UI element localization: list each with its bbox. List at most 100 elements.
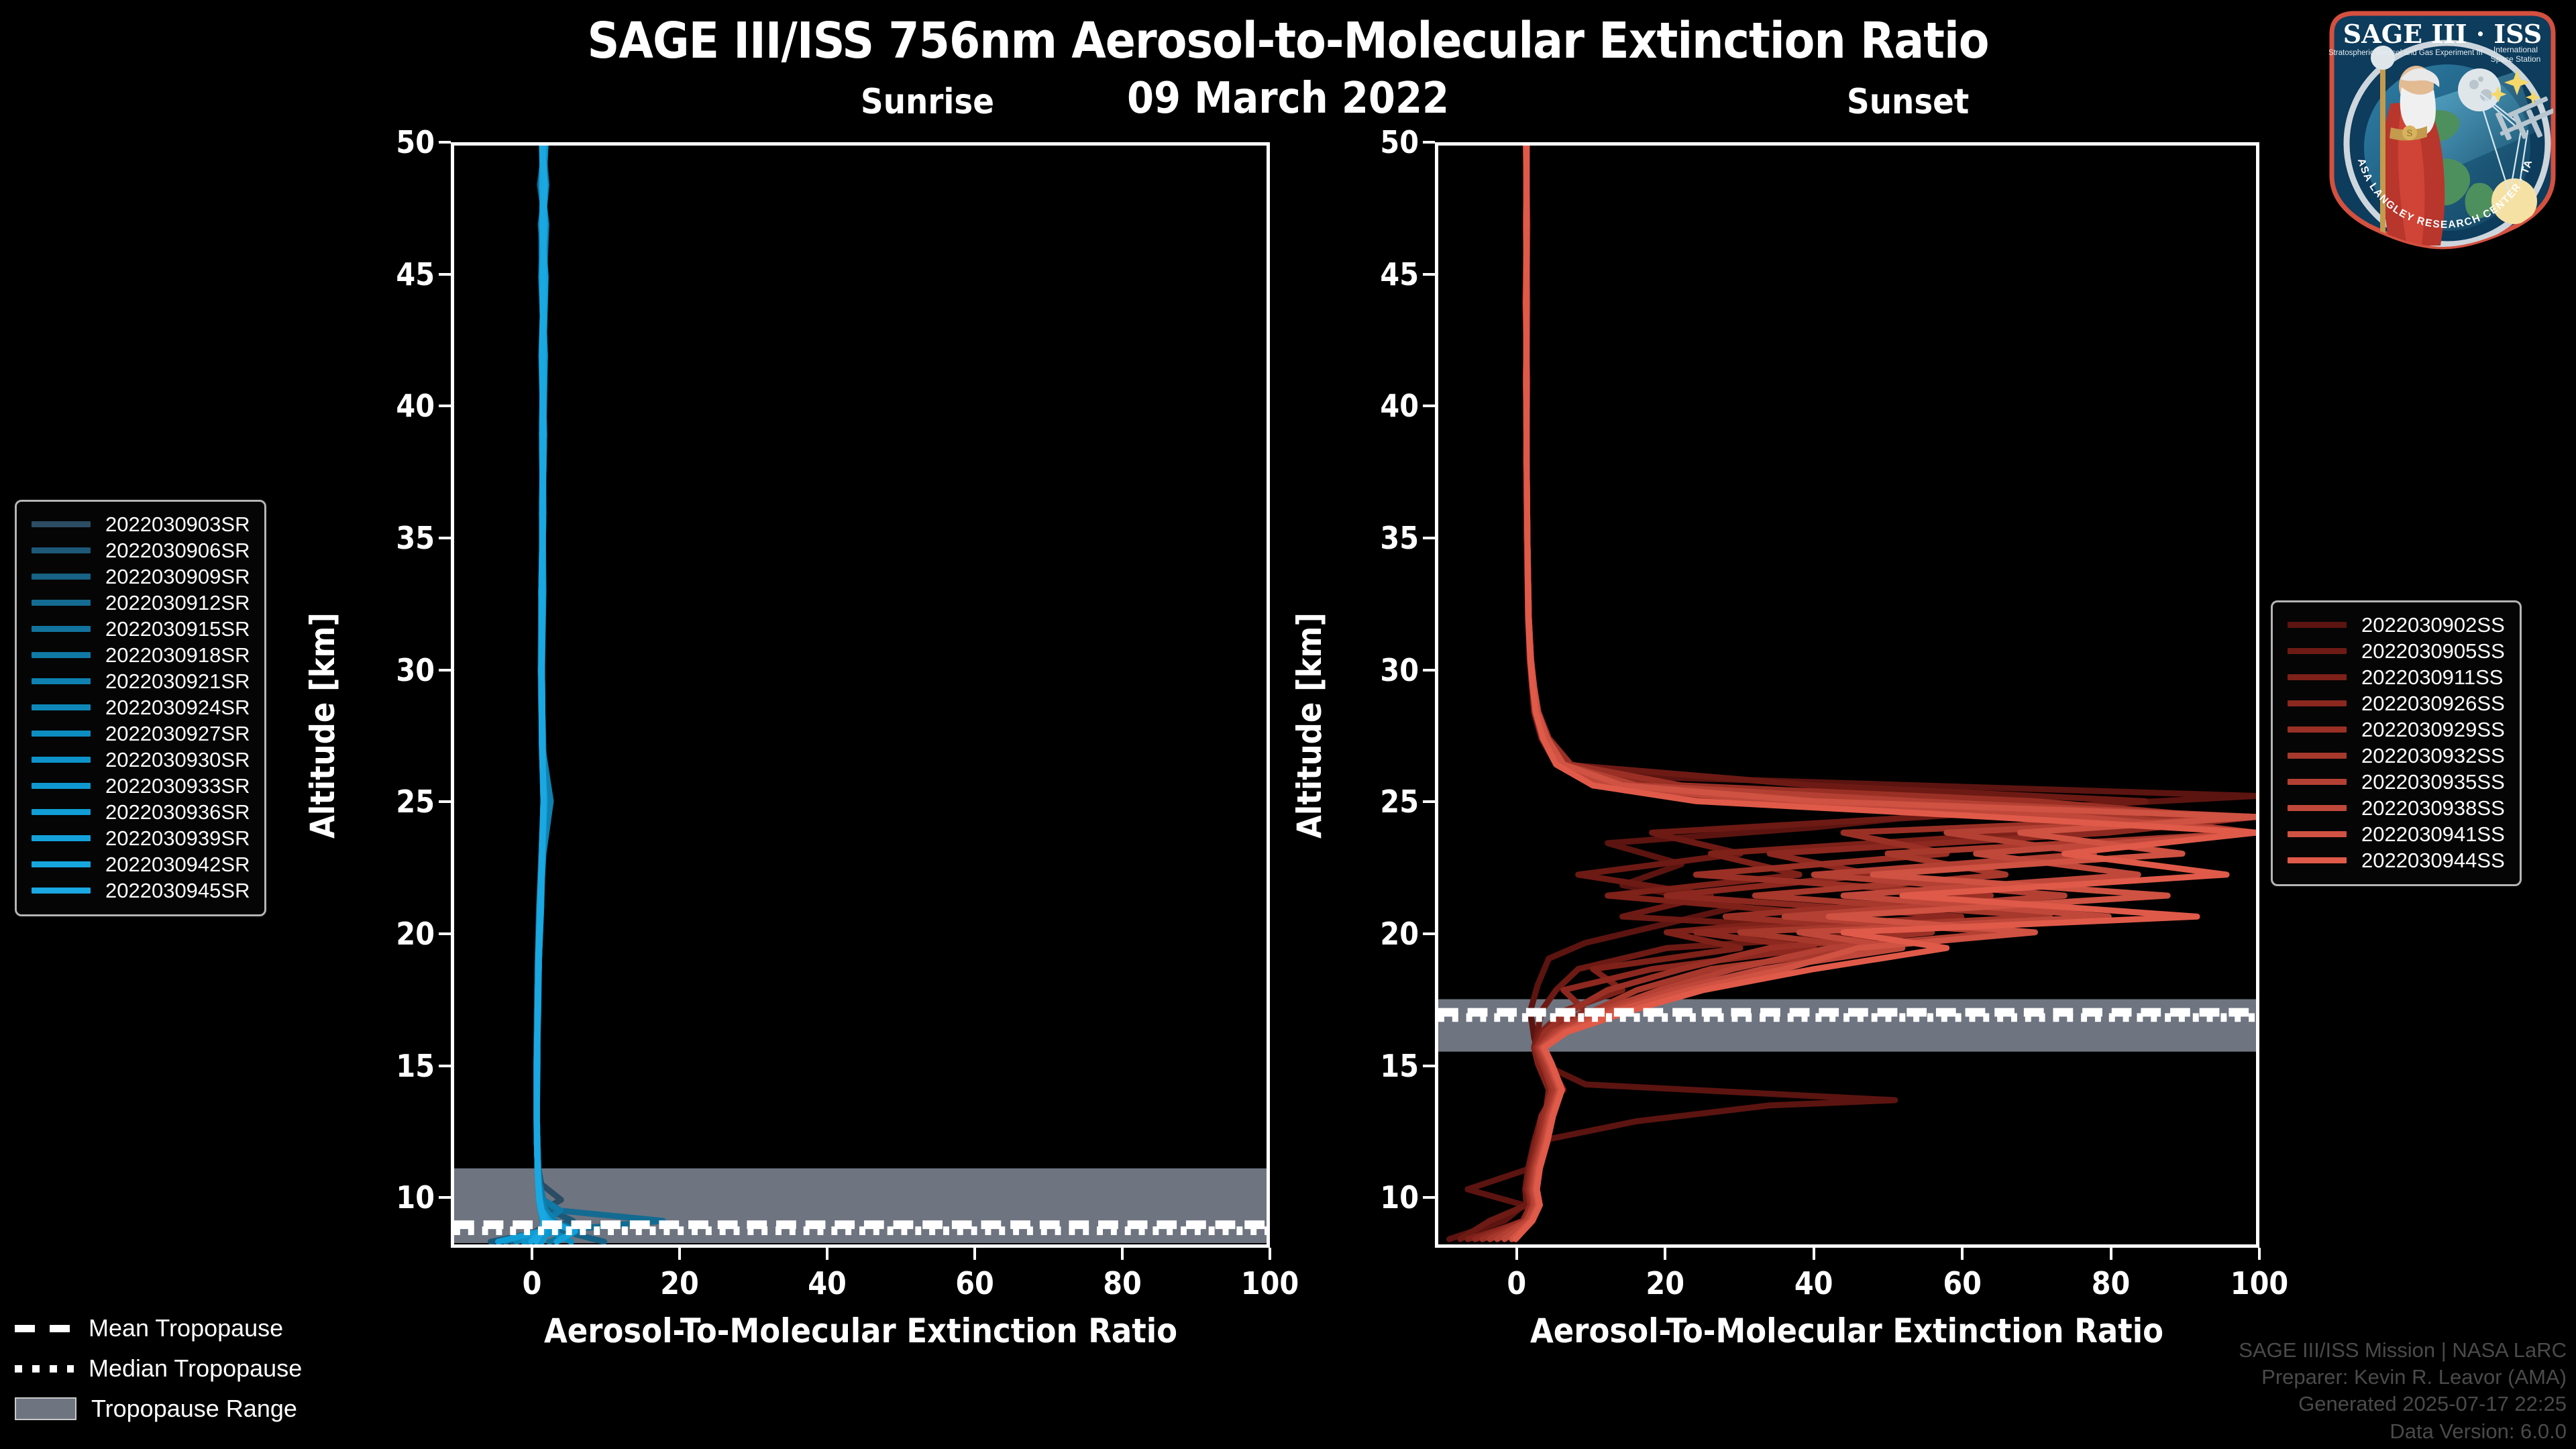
sunrise-legend-item[interactable]: 2022030927SR	[32, 720, 250, 747]
dotted-line-icon	[15, 1364, 74, 1373]
series-color-swatch-icon	[2288, 831, 2347, 837]
svg-text:Space Station: Space Station	[2491, 54, 2541, 64]
sunset-y-tick-label: 40	[1380, 388, 1419, 425]
series-line	[1479, 146, 2222, 1242]
sunset-legend-item[interactable]: 2022030926SS	[2288, 690, 2505, 716]
sunset-legend-label: 2022030941SS	[2361, 822, 2505, 846]
legend-item-tropopause-range: Tropopause Range	[15, 1389, 302, 1429]
series-color-swatch-icon	[32, 626, 91, 632]
series-line	[1472, 146, 2256, 1242]
series-color-swatch-icon	[32, 861, 91, 867]
sunrise-legend-item[interactable]: 2022030924SR	[32, 694, 250, 720]
sunset-x-tick-label: 0	[1507, 1265, 1527, 1301]
sunset-y-tick-mark	[1423, 141, 1435, 144]
credits-block: SAGE III/ISS Mission | NASA LaRC Prepare…	[2239, 1337, 2567, 1445]
sunrise-legend-item[interactable]: 2022030939SR	[32, 825, 250, 851]
sunset-legend-label: 2022030929SS	[2361, 717, 2505, 741]
legend-item-mean-tropopause: Mean Tropopause	[15, 1308, 302, 1348]
sunrise-x-tick-mark	[1269, 1248, 1271, 1260]
sunrise-legend-item[interactable]: 2022030912SR	[32, 590, 250, 616]
sunrise-legend-item[interactable]: 2022030930SR	[32, 747, 250, 773]
sunrise-y-axis-title: Altitude [km]	[303, 612, 342, 839]
sunset-x-tick-mark	[1812, 1248, 1815, 1260]
sunset-legend-item[interactable]: 2022030941SS	[2288, 821, 2505, 847]
series-color-swatch-icon	[2288, 857, 2347, 863]
sunrise-legend-label: 2022030921SR	[105, 669, 250, 693]
sunset-x-tick-mark	[1515, 1248, 1518, 1260]
sunset-x-axis-title: Aerosol-To-Molecular Extinction Ratio	[1529, 1311, 2164, 1350]
series-color-swatch-icon	[32, 704, 91, 710]
sunrise-legend-item[interactable]: 2022030918SR	[32, 642, 250, 668]
series-color-swatch-icon	[32, 521, 91, 527]
series-color-swatch-icon	[32, 652, 91, 658]
sunrise-y-tick-mark	[439, 1196, 451, 1199]
sunrise-legend-item[interactable]: 2022030921SR	[32, 668, 250, 694]
sunset-legend-item[interactable]: 2022030935SS	[2288, 769, 2505, 795]
sunset-plot-area	[1435, 142, 2259, 1248]
sunset-x-tick-mark	[2109, 1248, 2112, 1260]
sunrise-x-tick-label: 20	[660, 1265, 699, 1301]
series-color-swatch-icon	[2288, 753, 2347, 759]
sunset-legend-item[interactable]: 2022030905SS	[2288, 638, 2505, 664]
sunrise-y-tick-mark	[439, 800, 451, 804]
series-color-swatch-icon	[32, 547, 91, 553]
series-color-swatch-icon	[32, 783, 91, 789]
sunset-legend-item[interactable]: 2022030944SS	[2288, 847, 2505, 873]
sunrise-legend-label: 2022030942SR	[105, 852, 250, 876]
sunset-legend-label: 2022030938SS	[2361, 796, 2505, 820]
sunrise-legend[interactable]: 2022030903SR 2022030906SR 2022030909SR 2022…	[15, 500, 267, 916]
series-line	[1494, 146, 2256, 1242]
sunset-x-tick-mark	[2258, 1248, 2261, 1260]
sunset-y-tick-label: 25	[1380, 784, 1419, 820]
sunrise-legend-item[interactable]: 2022030909SR	[32, 564, 250, 590]
sunrise-x-tick-label: 100	[1240, 1265, 1299, 1301]
sunset-legend-item[interactable]: 2022030911SS	[2288, 664, 2505, 690]
sunset-legend-label: 2022030935SS	[2361, 769, 2505, 794]
sunrise-y-tick-mark	[439, 668, 451, 672]
series-color-swatch-icon	[2288, 779, 2347, 785]
series-color-swatch-icon	[2288, 648, 2347, 654]
sunset-legend[interactable]: 2022030902SS 2022030905SS 2022030911SS 2022…	[2271, 600, 2522, 886]
sunrise-x-tick-label: 40	[808, 1265, 847, 1301]
series-line	[533, 146, 548, 1244]
series-color-swatch-icon	[32, 757, 91, 763]
sunrise-legend-item[interactable]: 2022030942SR	[32, 851, 250, 877]
sunset-y-tick-label: 50	[1380, 124, 1419, 160]
sunrise-y-tick-mark	[439, 536, 451, 539]
sunset-x-tick-label: 80	[2091, 1265, 2131, 1301]
sunrise-legend-item[interactable]: 2022030945SR	[32, 877, 250, 904]
sunrise-x-tick-mark	[973, 1248, 976, 1260]
sunrise-legend-label: 2022030924SR	[105, 695, 250, 719]
series-line	[1512, 146, 2256, 1242]
sunset-y-axis-title: Altitude [km]	[1290, 612, 1329, 839]
sunset-legend-item[interactable]: 2022030902SS	[2288, 612, 2505, 638]
sunrise-y-tick-label: 50	[396, 124, 435, 160]
sunset-legend-item[interactable]: 2022030929SS	[2288, 716, 2505, 743]
sunset-y-tick-mark	[1423, 800, 1435, 804]
sunset-legend-item[interactable]: 2022030932SS	[2288, 743, 2505, 769]
sunset-legend-label: 2022030932SS	[2361, 743, 2505, 767]
sunrise-x-tick-label: 80	[1103, 1265, 1142, 1301]
sunrise-legend-item[interactable]: 2022030915SR	[32, 616, 250, 642]
sunset-y-tick-label: 15	[1380, 1047, 1419, 1084]
sunset-y-tick-mark	[1423, 932, 1435, 935]
series-line	[1509, 146, 2256, 1242]
legend-label-mean-tropopause: Mean Tropopause	[89, 1314, 284, 1342]
sunrise-legend-item[interactable]: 2022030906SR	[32, 537, 250, 564]
sunrise-y-tick-mark	[439, 405, 451, 408]
sunrise-legend-label: 2022030918SR	[105, 643, 250, 667]
sunrise-legend-item[interactable]: 2022030903SR	[32, 511, 250, 537]
series-color-swatch-icon	[2288, 805, 2347, 811]
sunset-legend-label: 2022030944SS	[2361, 848, 2505, 872]
sunrise-legend-item[interactable]: 2022030933SR	[32, 773, 250, 799]
sunset-legend-label: 2022030902SS	[2361, 612, 2505, 637]
series-color-swatch-icon	[2288, 727, 2347, 733]
legend-label-median-tropopause: Median Tropopause	[89, 1354, 303, 1382]
sunrise-legend-label: 2022030903SR	[105, 512, 250, 536]
sunrise-y-tick-mark	[439, 1064, 451, 1067]
sunrise-legend-item[interactable]: 2022030936SR	[32, 799, 250, 825]
sunrise-legend-label: 2022030912SR	[105, 590, 250, 614]
sunrise-y-tick-label: 45	[396, 256, 435, 292]
sunset-legend-item[interactable]: 2022030938SS	[2288, 795, 2505, 821]
